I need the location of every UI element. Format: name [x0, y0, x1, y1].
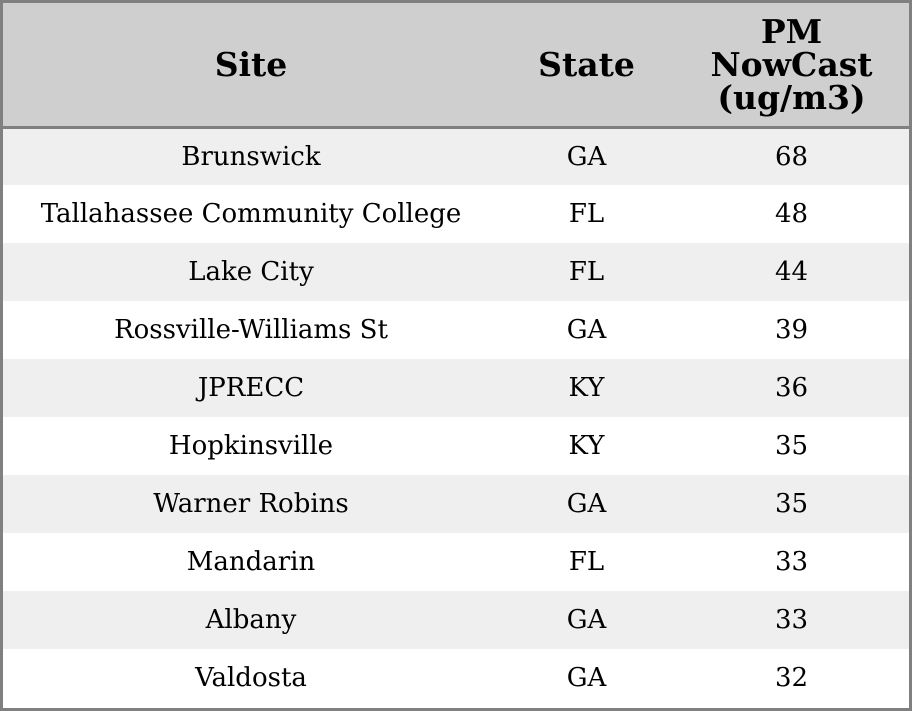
cell-state: FL: [568, 257, 605, 287]
cell-site: Mandarin: [186, 547, 316, 577]
table-row: Tallahassee Community College FL 48: [3, 185, 909, 243]
table-row: Rossville-Williams St GA 39: [3, 301, 909, 359]
cell-pm: 35: [774, 431, 809, 461]
cell-state: GA: [566, 315, 607, 345]
cell-pm: 36: [774, 373, 809, 403]
header-site-label: Site: [214, 44, 288, 84]
table-row: JPRECC KY 36: [3, 359, 909, 417]
cell-pm: 68: [774, 141, 809, 172]
table-body: Brunswick GA 68 Tallahassee Community Co…: [3, 127, 909, 707]
cell-state: GA: [566, 605, 607, 635]
header-pm-line-1: PM: [760, 11, 823, 51]
cell-pm: 39: [774, 315, 809, 345]
header-pm-nowcast: PM NowCast (ug/m3): [674, 3, 909, 129]
cell-state: FL: [568, 547, 605, 577]
header-state: State: [499, 3, 674, 129]
table-row: Warner Robins GA 35: [3, 475, 909, 533]
header-row: Site State PM NowCast (ug/m3): [3, 3, 909, 129]
cell-site: Warner Robins: [153, 489, 349, 519]
cell-state: GA: [566, 489, 607, 519]
cell-state: GA: [566, 141, 607, 172]
cell-site: Brunswick: [181, 141, 321, 172]
table-header: Site State PM NowCast (ug/m3): [3, 3, 909, 129]
table-row: Lake City FL 44: [3, 243, 909, 301]
cell-state: KY: [568, 431, 605, 461]
table-row: Valdosta GA 32: [3, 649, 909, 707]
cell-state: FL: [568, 199, 605, 229]
cell-pm: 44: [774, 257, 809, 287]
header-site: Site: [3, 3, 499, 129]
table-row: Albany GA 33: [3, 591, 909, 649]
cell-pm: 32: [774, 663, 809, 693]
cell-state: GA: [566, 663, 607, 693]
table-row: Mandarin FL 33: [3, 533, 909, 591]
cell-site: Tallahassee Community College: [40, 199, 462, 229]
cell-pm: 33: [774, 605, 809, 635]
header-pm-line-2: NowCast: [710, 44, 873, 84]
header-state-label: State: [538, 44, 635, 84]
cell-site: Rossville-Williams St: [114, 315, 388, 345]
table-row: Brunswick GA 68: [3, 127, 909, 185]
cell-site: Valdosta: [195, 663, 307, 693]
table-row: Hopkinsville KY 35: [3, 417, 909, 475]
header-pm-line-3: (ug/m3): [717, 77, 866, 117]
pm-nowcast-table: Site State PM NowCast (ug/m3) Brunswick …: [3, 3, 909, 707]
cell-pm: 35: [774, 489, 809, 519]
cell-site: Albany: [205, 605, 297, 635]
cell-site: Hopkinsville: [168, 431, 334, 461]
cell-pm: 33: [774, 547, 809, 577]
cell-site: Lake City: [188, 257, 314, 287]
cell-pm: 48: [774, 199, 809, 229]
cell-state: KY: [568, 373, 605, 403]
cell-site: JPRECC: [197, 373, 305, 403]
